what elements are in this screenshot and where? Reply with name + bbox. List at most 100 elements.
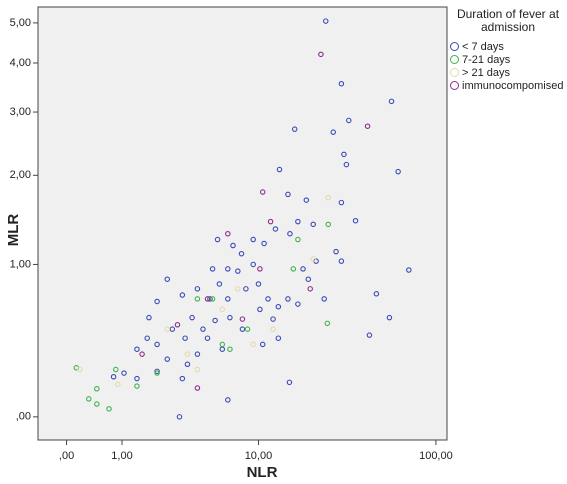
point [341,151,347,158]
y-tick-label: 1,00 [10,258,31,270]
legend-label: < 7 days [462,40,504,53]
point [230,242,236,249]
point [386,314,393,321]
point [257,266,263,272]
y-tick-label: 5,00 [10,17,31,29]
point [194,286,201,292]
point [291,126,298,132]
point [310,256,316,262]
point [290,266,297,272]
point [366,332,373,338]
point [373,291,380,297]
x-tick-label: 10,00 [245,450,273,462]
point [94,386,100,392]
point [272,226,279,232]
point [115,381,121,387]
point [364,123,371,129]
point [235,286,241,292]
point [144,335,150,341]
point [134,375,140,382]
point [184,351,191,357]
point [179,292,186,298]
point [324,320,331,327]
y-tick-label: 4,00 [10,57,31,69]
point [250,236,256,243]
point [209,296,216,302]
point [275,335,282,341]
point [261,240,267,247]
point [134,346,140,352]
x-tick-label: 100,00 [419,450,453,462]
point [86,396,92,402]
point [265,296,271,302]
point [194,296,201,302]
point [238,250,245,257]
point [295,218,301,225]
legend-item: > 21 days [450,66,566,79]
point [338,80,345,87]
point [204,335,211,341]
point [184,361,191,368]
point [270,326,276,332]
point [325,194,331,201]
x-tick-label: ,00 [59,450,74,462]
point [154,298,160,305]
point [346,117,352,124]
point [227,314,233,321]
point [169,326,176,332]
point [330,129,336,135]
point [225,296,231,302]
point [194,351,201,357]
point [285,296,291,302]
point [388,98,395,105]
point [139,351,145,357]
legend-marker [450,68,459,77]
point [154,370,160,376]
point [295,301,301,307]
point [225,266,231,272]
point [164,326,171,332]
point [194,366,201,373]
point [275,303,282,310]
point [200,326,206,332]
point [134,383,140,389]
legend-title: Duration of fever at admission [456,7,560,34]
point [295,236,301,243]
legend: Duration of fever at admission < 7 days 7… [450,8,566,92]
point [267,218,274,225]
point [194,385,201,391]
point [106,406,112,412]
point [94,401,100,407]
point [250,261,256,268]
x-axis-title: NLR [247,464,278,481]
point [164,276,171,282]
point [259,341,266,348]
point [225,397,231,403]
point [259,189,266,195]
point [146,314,152,321]
point [227,346,233,352]
point [303,197,310,203]
point [257,306,263,313]
point [287,230,293,237]
point [182,335,188,341]
point [207,296,213,302]
point [204,296,211,302]
point [154,368,160,375]
legend-item: < 7 days [450,40,566,53]
point [250,341,256,348]
legend-label: > 21 days [462,66,511,79]
y-tick-label: 3,00 [10,106,31,118]
point [338,199,345,206]
point [179,375,186,382]
point [110,374,117,380]
point [216,281,223,287]
point [113,366,119,373]
point [239,316,246,322]
point [276,166,283,173]
legend-marker [450,81,459,90]
y-tick-label: 2,00 [10,169,31,181]
y-tick-label: ,00 [16,411,31,423]
point [307,286,313,292]
legend-marker [450,42,459,51]
